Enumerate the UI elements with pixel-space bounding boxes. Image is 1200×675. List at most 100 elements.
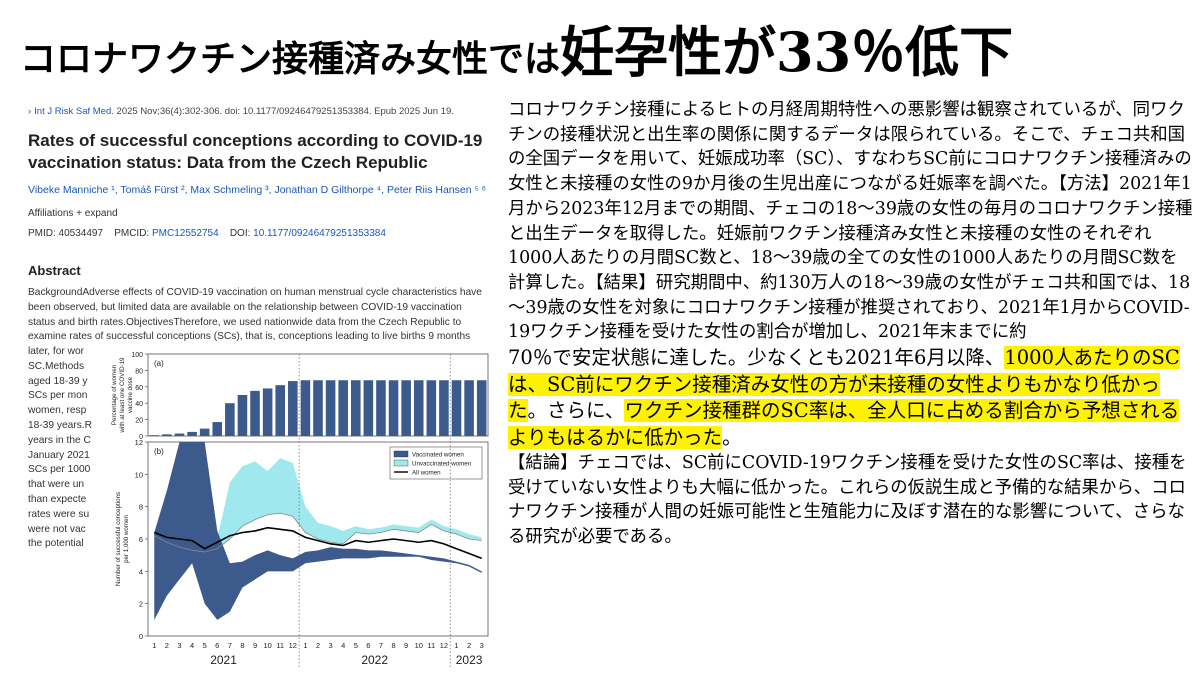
month-label: 1 — [454, 641, 458, 650]
abstract-heading: Abstract — [28, 263, 81, 278]
panel-b-ylabel: Number of successful conceptions — [115, 492, 122, 586]
affiliations-toggle[interactable]: Affiliations + expand — [28, 208, 118, 219]
article-authors[interactable]: Vibeke Manniche ¹, Tomáš Fürst ², Max Sc… — [28, 184, 487, 196]
month-label: 9 — [404, 641, 408, 650]
legend-label: Vaccinated women — [412, 452, 464, 459]
bar — [363, 380, 374, 436]
month-label: 1 — [303, 641, 307, 650]
legend-label: All women — [412, 470, 441, 477]
month-label: 1 — [152, 641, 156, 650]
month-label: 8 — [240, 641, 244, 650]
y-tick-label: 40 — [135, 401, 143, 408]
panel-b-ylabel: per 1,000 women — [123, 515, 130, 563]
legend-swatch — [393, 450, 409, 458]
y-tick-label: 60 — [135, 385, 143, 392]
panel-a-ylabel: Percentage of women — [111, 364, 118, 425]
summary-text: 。 — [722, 425, 742, 449]
y-tick-label: 0 — [139, 632, 143, 641]
month-label: 2 — [467, 641, 471, 650]
summary-text: 。さらに、 — [527, 399, 625, 423]
y-tick-label: 10 — [135, 470, 143, 479]
month-label: 7 — [379, 641, 383, 650]
bar — [426, 380, 437, 436]
abstract-fragment: years in the C — [28, 434, 91, 446]
summary-paragraph-3: 【結論】チェコでは、SC前にCOVID-19ワクチン接種を受けた女性のSC率は、… — [508, 453, 1187, 548]
y-tick-label: 0 — [139, 434, 143, 441]
headline-part2: 妊孕性が33％低下 — [560, 20, 1014, 84]
pmid: PMID: 40534497 — [28, 228, 104, 239]
month-label: 10 — [263, 641, 271, 650]
bar — [464, 380, 474, 436]
pmcid-label: PMCID: — [114, 228, 150, 239]
panel-a-ylabel: with at least one COVID-19 — [119, 357, 126, 434]
summary-text: 70％で安定状態に達した。少なくとも2021年6月以降、 — [508, 346, 1005, 370]
unvaccinated-band — [154, 458, 482, 552]
abstract-fragment: were not vac — [28, 523, 86, 535]
bar — [250, 390, 260, 436]
bar — [376, 380, 386, 436]
bar — [338, 380, 348, 436]
bar — [401, 380, 411, 436]
citation-details: 2025 Nov;36(4):302-306. doi: 10.1177/092… — [113, 106, 454, 117]
month-label: 3 — [329, 641, 333, 650]
panel-a-label: (a) — [154, 359, 164, 368]
citation: › Int J Risk Saf Med. 2025 Nov;36(4):302-… — [28, 106, 454, 117]
month-label: 9 — [253, 641, 257, 650]
month-label: 2 — [165, 641, 169, 650]
citation-journal[interactable]: Int J Risk Saf Med. — [34, 106, 114, 117]
month-label: 5 — [203, 641, 207, 650]
y-tick-label: 20 — [135, 418, 143, 425]
legend-swatch — [393, 459, 409, 467]
abstract-fragment: than expecte — [28, 494, 87, 505]
bar — [187, 431, 197, 436]
month-label: 7 — [228, 641, 232, 650]
abstract-fragment: SC.Methods — [28, 360, 85, 372]
headline: コロナワクチン接種済み女性では 妊孕性が33％低下 — [20, 8, 1190, 92]
article-identifiers: PMID: 40534497 PMCID: PMC12552754 DOI: 1… — [28, 228, 386, 239]
abstract-fragment: SCs per mon — [28, 390, 88, 402]
year-label: 2022 — [361, 653, 388, 667]
abstract-fragment: the potential — [28, 538, 84, 550]
bar — [439, 380, 449, 436]
abstract-fragment: 18-39 years.R — [28, 420, 92, 431]
unvaccinated-line — [154, 512, 482, 553]
japanese-summary: コロナワクチン接種によるヒトの月経周期特性への悪影響は観察されているが、同ワクチ… — [508, 98, 1193, 550]
legend-label: Unvaccinated women — [412, 461, 472, 468]
month-label: 12 — [440, 641, 448, 650]
bar — [275, 385, 286, 436]
bar — [225, 403, 235, 436]
article-screenshot: › Int J Risk Saf Med. 2025 Nov;36(4):302-… — [20, 96, 490, 671]
bar — [388, 380, 399, 436]
month-label: 6 — [215, 641, 219, 650]
doi-link[interactable]: 10.1177/09246479251353384 — [253, 228, 386, 239]
panel-b-label: (b) — [154, 447, 164, 456]
bar — [212, 422, 223, 436]
abstract-fragment: aged 18-39 y — [28, 375, 88, 387]
all-women-line — [154, 526, 482, 560]
month-label: 4 — [190, 641, 194, 650]
abstract-fragment: women, resp — [28, 405, 87, 417]
month-label: 3 — [177, 641, 181, 650]
bar — [199, 428, 210, 436]
bar — [237, 395, 248, 436]
article-title: Rates of successful conceptions accordin… — [28, 131, 483, 172]
figure: 0 20 40 60 80 100 (a) Percentage of women with a… — [100, 346, 490, 671]
abstract-text: BackgroundAdverse effects of COVID-19 va… — [28, 287, 482, 343]
year-label: 2023 — [456, 653, 483, 667]
bar — [350, 380, 361, 436]
chevron-right-icon: › — [28, 106, 32, 117]
year-label: 2021 — [210, 653, 237, 667]
pmcid-link[interactable]: PMC12552754 — [151, 228, 219, 239]
bar — [288, 381, 298, 436]
month-label: 6 — [366, 641, 370, 650]
bar — [413, 380, 424, 436]
summary-paragraph-2: 70％で安定状態に達した。少なくとも2021年6月以降、1000人あたりのSCは… — [508, 345, 1193, 451]
bar — [149, 435, 160, 436]
headline-part1: コロナワクチン接種済み女性では — [20, 38, 561, 80]
month-label: 8 — [391, 641, 395, 650]
abstract-fragment: that were un — [28, 479, 85, 491]
month-label: 10 — [415, 641, 423, 650]
month-label: 4 — [341, 641, 345, 650]
month-label: 3 — [480, 641, 484, 650]
